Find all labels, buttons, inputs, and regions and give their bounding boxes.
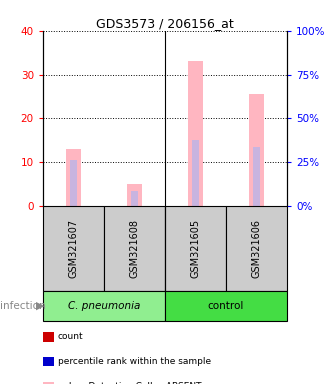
Bar xyxy=(104,206,165,291)
Text: infection: infection xyxy=(0,301,46,311)
Bar xyxy=(192,141,199,206)
Text: ▶: ▶ xyxy=(36,301,45,311)
Text: GSM321608: GSM321608 xyxy=(129,219,140,278)
Bar xyxy=(165,291,287,321)
Text: count: count xyxy=(58,332,83,341)
Text: value, Detection Call = ABSENT: value, Detection Call = ABSENT xyxy=(58,382,201,384)
Title: GDS3573 / 206156_at: GDS3573 / 206156_at xyxy=(96,17,234,30)
Bar xyxy=(188,61,203,206)
Text: C. pneumonia: C. pneumonia xyxy=(68,301,140,311)
Text: GSM321607: GSM321607 xyxy=(68,219,79,278)
Text: GSM321606: GSM321606 xyxy=(251,219,262,278)
Bar xyxy=(165,206,226,291)
Bar xyxy=(127,184,142,206)
Bar xyxy=(43,206,104,291)
Bar xyxy=(226,206,287,291)
Bar xyxy=(66,149,81,206)
Text: percentile rank within the sample: percentile rank within the sample xyxy=(58,357,211,366)
Bar xyxy=(70,160,77,206)
Bar xyxy=(131,191,138,206)
Text: control: control xyxy=(208,301,244,311)
Bar xyxy=(249,94,264,206)
Bar xyxy=(43,291,165,321)
Text: GSM321605: GSM321605 xyxy=(190,219,201,278)
Bar xyxy=(253,147,260,206)
